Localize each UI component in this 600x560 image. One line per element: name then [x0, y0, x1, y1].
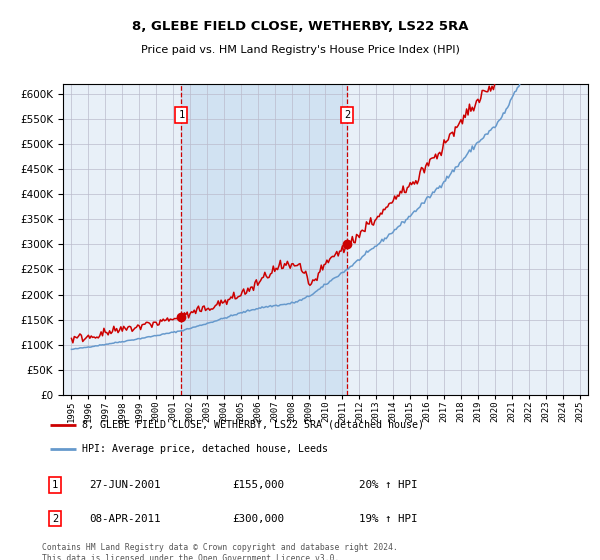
Text: 08-APR-2011: 08-APR-2011 — [89, 514, 161, 524]
Text: £155,000: £155,000 — [232, 480, 284, 490]
Text: Price paid vs. HM Land Registry's House Price Index (HPI): Price paid vs. HM Land Registry's House … — [140, 45, 460, 55]
Text: 8, GLEBE FIELD CLOSE, WETHERBY, LS22 5RA (detached house): 8, GLEBE FIELD CLOSE, WETHERBY, LS22 5RA… — [82, 419, 424, 430]
Text: 1: 1 — [52, 480, 58, 490]
Text: 2: 2 — [52, 514, 58, 524]
Text: 8, GLEBE FIELD CLOSE, WETHERBY, LS22 5RA: 8, GLEBE FIELD CLOSE, WETHERBY, LS22 5RA — [132, 20, 468, 32]
Text: HPI: Average price, detached house, Leeds: HPI: Average price, detached house, Leed… — [82, 444, 328, 454]
Text: 27-JUN-2001: 27-JUN-2001 — [89, 480, 161, 490]
Text: 20% ↑ HPI: 20% ↑ HPI — [359, 480, 418, 490]
Text: 1: 1 — [178, 110, 185, 120]
Text: 2: 2 — [344, 110, 350, 120]
Bar — [181, 84, 347, 395]
Text: Contains HM Land Registry data © Crown copyright and database right 2024.
This d: Contains HM Land Registry data © Crown c… — [42, 543, 398, 560]
Text: 19% ↑ HPI: 19% ↑ HPI — [359, 514, 418, 524]
Text: £300,000: £300,000 — [232, 514, 284, 524]
